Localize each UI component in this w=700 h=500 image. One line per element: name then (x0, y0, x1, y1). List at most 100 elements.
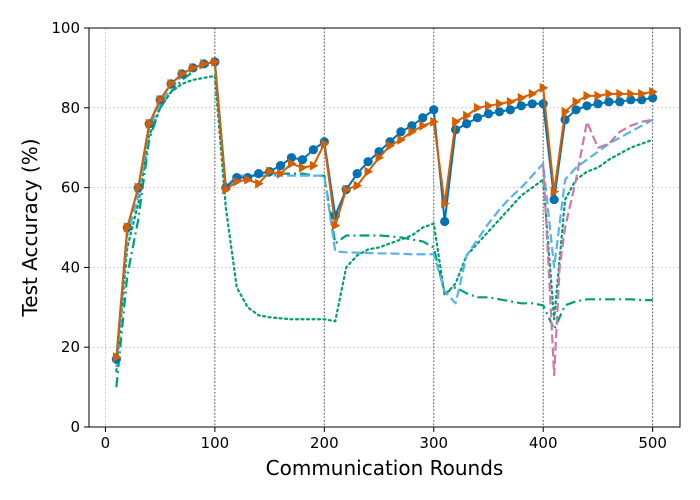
data-point (604, 97, 614, 107)
data-point (178, 68, 188, 79)
series-3 (542, 118, 653, 377)
data-point (539, 82, 549, 93)
series-line (115, 74, 654, 373)
data-point (342, 184, 352, 195)
data-point (298, 162, 308, 173)
x-tick-label: 100 (201, 434, 230, 452)
data-point (483, 109, 494, 119)
data-point (593, 99, 603, 109)
data-point (396, 127, 406, 137)
x-tick-label: 0 (101, 434, 111, 452)
data-point (156, 94, 166, 105)
data-point (550, 186, 560, 197)
plot-frame (88, 27, 681, 428)
data-point (418, 113, 428, 123)
data-point (506, 96, 516, 107)
data-point (363, 157, 373, 167)
data-point (275, 161, 286, 171)
data-point (375, 152, 385, 163)
series-line (542, 118, 653, 377)
data-point (419, 120, 428, 131)
data-point (211, 56, 220, 67)
data-point (430, 116, 439, 127)
x-axis-label: Communication Rounds (266, 456, 504, 480)
data-point (112, 352, 122, 363)
data-point (461, 119, 472, 129)
y-tick-label: 20 (61, 338, 80, 356)
data-point (266, 166, 275, 177)
data-point (287, 158, 297, 169)
data-point (452, 116, 461, 127)
x-tick-label: 300 (419, 434, 448, 452)
data-point (517, 92, 527, 103)
data-point (352, 169, 362, 179)
series-5 (115, 74, 654, 373)
data-point (474, 102, 483, 113)
data-point (649, 86, 658, 97)
x-tick-label: 200 (310, 434, 339, 452)
data-point (200, 58, 209, 69)
data-point (397, 134, 406, 145)
y-tick-label: 80 (61, 99, 80, 117)
data-point (123, 222, 133, 233)
data-point (297, 155, 308, 165)
data-point (145, 118, 155, 129)
data-point (583, 90, 592, 101)
data-point (309, 160, 319, 171)
data-point (463, 110, 472, 121)
data-point (605, 88, 614, 99)
data-point (277, 168, 286, 179)
data-point (571, 105, 581, 115)
data-point (615, 97, 625, 107)
data-point (561, 106, 571, 117)
data-point (441, 198, 450, 209)
y-tick-label: 0 (70, 418, 80, 436)
y-axis-label: Test Accuracy (%) (18, 138, 42, 317)
series-group (111, 56, 658, 388)
y-tick-label: 40 (61, 258, 80, 276)
data-point (594, 90, 603, 101)
data-point (320, 138, 330, 149)
y-tick-label: 60 (61, 179, 80, 197)
data-point (233, 176, 242, 187)
y-axis-ticks: 0 20 40 60 80 100 (51, 19, 89, 436)
data-point (222, 184, 231, 195)
data-point (408, 126, 417, 137)
data-point (364, 166, 374, 177)
series-line (115, 60, 653, 358)
grid (89, 27, 680, 428)
data-point (189, 62, 198, 73)
data-point (440, 216, 450, 227)
data-point (494, 107, 505, 117)
x-tick-label: 400 (529, 434, 558, 452)
data-point (244, 174, 253, 185)
data-point (572, 96, 582, 107)
data-point (254, 169, 264, 179)
data-point (167, 78, 177, 89)
data-point (638, 88, 647, 99)
data-point (582, 101, 592, 111)
x-tick-label: 500 (638, 434, 667, 452)
data-point (528, 88, 538, 99)
data-point (255, 178, 264, 189)
data-point (386, 140, 395, 151)
data-point (134, 182, 144, 193)
data-point (538, 99, 548, 109)
data-point (429, 105, 439, 115)
series-1 (112, 56, 658, 363)
data-point (505, 105, 515, 115)
data-point (472, 113, 483, 123)
data-point (308, 145, 318, 155)
data-point (484, 100, 494, 111)
data-point (353, 180, 363, 191)
data-point (495, 98, 505, 109)
data-point (627, 88, 636, 99)
data-point (516, 101, 526, 111)
data-point (616, 88, 625, 99)
x-axis-ticks: 0 100 200 300 400 500 (101, 427, 667, 452)
y-tick-label: 100 (51, 19, 80, 37)
data-point (331, 220, 341, 231)
data-point (549, 194, 559, 205)
data-point (527, 99, 537, 109)
